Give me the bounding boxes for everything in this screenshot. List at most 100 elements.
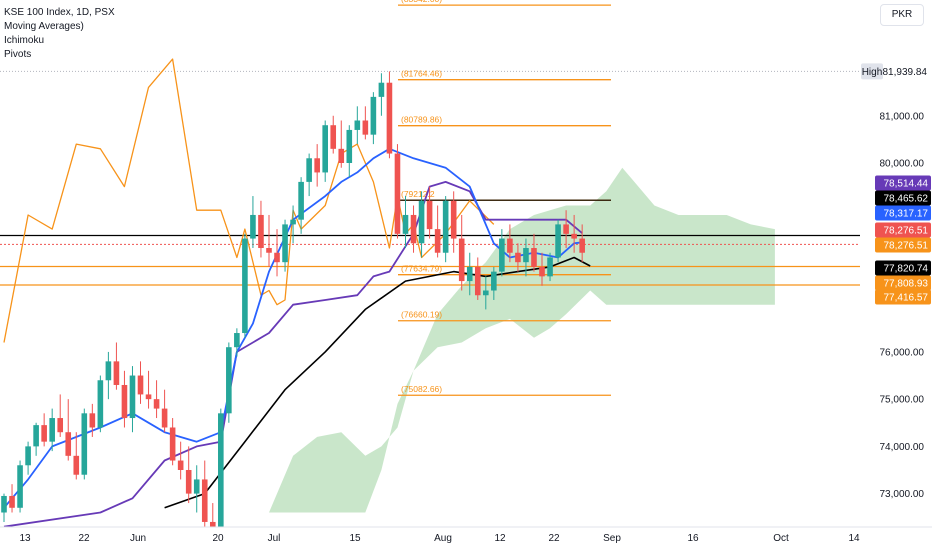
y-tick-label: 80,000.00: [880, 159, 925, 170]
legend-moving-averages[interactable]: Moving Averages): [4, 21, 84, 32]
candle-up: [218, 408, 224, 537]
candle-body: [458, 238, 465, 282]
price-tag-label: 78,465.62: [884, 194, 929, 205]
high-tag: [861, 63, 883, 80]
candle-body: [218, 413, 224, 532]
pivot-levels: (83342.00) (81764.46) (80789.86) (79212.2 (7…: [0, 0, 860, 396]
candle-body: [282, 224, 288, 263]
candle-down: [362, 106, 369, 140]
legend-ichimoku[interactable]: Ichimoku: [4, 35, 45, 46]
candle-up: [322, 120, 328, 182]
candle-down: [434, 205, 441, 258]
candlesticks: [1, 71, 585, 550]
candle-down: [185, 446, 192, 504]
candle-body: [145, 394, 152, 400]
candle-body: [523, 248, 529, 263]
candle-body: [434, 229, 441, 253]
pivot-label: (81764.46): [401, 69, 442, 79]
candle-body: [193, 479, 200, 494]
candle-body: [25, 446, 31, 466]
pivot-label: (79212.2: [401, 189, 435, 199]
candle-up: [17, 460, 23, 513]
candle-body: [491, 271, 497, 291]
ichimoku-cloud: [269, 167, 775, 513]
candle-body: [65, 432, 72, 456]
candle-body: [49, 418, 55, 442]
candle-body: [177, 460, 184, 470]
x-tick-label: Oct: [773, 533, 789, 544]
price-tag-label: 77,808.93: [884, 279, 929, 290]
candle-down: [266, 214, 272, 267]
candle-up: [547, 252, 553, 282]
candle-body: [185, 469, 192, 494]
legend-title: KSE 100 Index, 1D, PSX: [4, 7, 115, 18]
candle-body: [507, 238, 513, 253]
conversion-line: [3, 147, 583, 509]
candle-down: [137, 361, 144, 404]
candle-body: [17, 465, 23, 508]
candle-down: [539, 252, 545, 286]
candle-body: [266, 248, 272, 253]
candle-down: [507, 224, 513, 263]
candle-up: [491, 266, 497, 300]
x-tick-label: Jul: [268, 533, 281, 544]
pivot-label: (75082.66): [401, 384, 442, 394]
candle-up: [129, 366, 136, 433]
candle-body: [290, 219, 296, 225]
candle-down: [314, 144, 320, 187]
candle-body: [113, 361, 120, 385]
candle-body: [306, 158, 312, 182]
price-tag-label: 77,820.74: [884, 264, 929, 275]
price-tag: [875, 237, 931, 253]
candle-down: [563, 210, 569, 249]
candle-up: [81, 408, 88, 480]
candle-body: [298, 181, 304, 220]
y-tick-label: 74,000.00: [880, 442, 925, 453]
candle-down: [73, 432, 80, 480]
y-tick-label: 73,000.00: [880, 489, 925, 500]
candle-up: [282, 219, 288, 272]
candle-down: [57, 394, 64, 437]
candle-down: [426, 186, 433, 239]
candle-body: [258, 214, 264, 249]
candle-body: [450, 200, 457, 239]
candle-down: [515, 243, 521, 272]
x-tick-label: Jun: [130, 533, 146, 544]
candle-body: [547, 257, 553, 277]
candle-up: [523, 238, 529, 277]
candle-down: [458, 214, 465, 291]
x-tick-label: 12: [494, 533, 506, 544]
candle-up: [97, 375, 104, 433]
price-tag: [875, 275, 931, 291]
candle-down: [386, 71, 393, 159]
currency-unit-button[interactable]: PKR: [880, 4, 924, 26]
candle-up: [298, 177, 304, 234]
candle-down: [177, 441, 184, 480]
candle-down: [394, 144, 401, 239]
candle-up: [346, 125, 353, 178]
legend-pivots[interactable]: Pivots: [4, 49, 32, 60]
candle-body: [378, 82, 385, 97]
price-tag: [875, 289, 931, 305]
candle-down: [338, 120, 345, 168]
candle-up: [290, 205, 296, 244]
candle-body: [73, 455, 80, 475]
candle-up: [105, 351, 112, 400]
candle-body: [555, 224, 561, 258]
candle-body: [474, 266, 481, 296]
candle-body: [499, 238, 505, 272]
candle-down: [41, 413, 47, 447]
pivot-label: (77634.79): [401, 264, 442, 274]
price-tag-label: 78,276.51: [884, 226, 929, 237]
candle-body: [418, 200, 425, 244]
candle-body: [33, 425, 39, 447]
y-tick-label: 75,000.00: [880, 395, 925, 406]
candle-up: [418, 191, 425, 258]
candle-body: [362, 120, 369, 135]
price-tag-label: 78,514.44: [884, 179, 929, 190]
price-tag: [875, 222, 931, 238]
x-tick-label: Aug: [434, 533, 452, 544]
candle-up: [466, 252, 473, 296]
candle-body: [242, 238, 248, 334]
